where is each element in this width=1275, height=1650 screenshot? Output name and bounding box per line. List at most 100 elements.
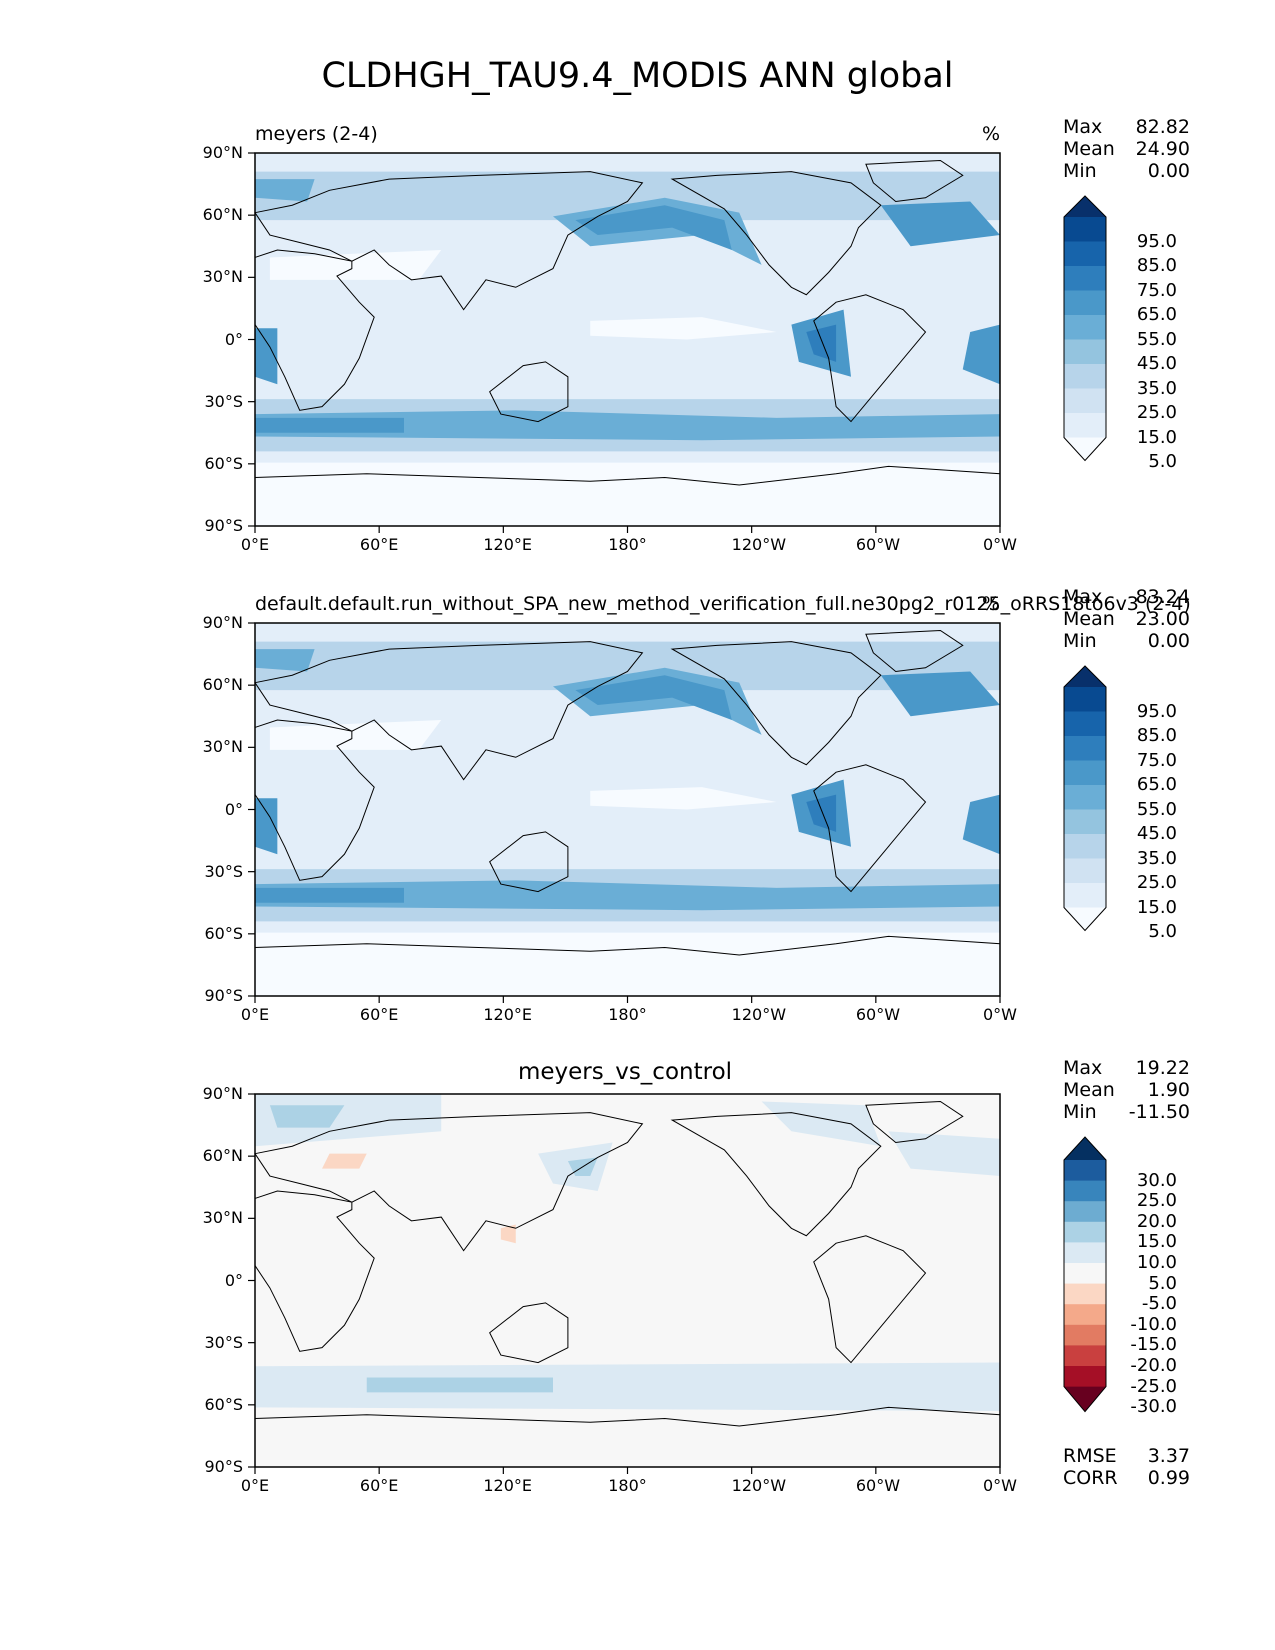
lon-tick-label: 120°E — [483, 1005, 532, 1024]
colorbar — [1063, 195, 1107, 462]
stat-value: 82.82 — [1135, 116, 1190, 138]
lon-tick-label: 180° — [608, 1005, 647, 1024]
lat-tick-label: 30°S — [204, 391, 243, 411]
stat-label: Mean — [1063, 138, 1115, 160]
lon-tick-label: 120°E — [483, 1476, 532, 1495]
colorbar-tick-label: 5.0 — [1148, 451, 1177, 472]
lat-tick-label: 60°N — [202, 675, 243, 695]
colorbar-tick-label: 25.0 — [1136, 872, 1177, 893]
colorbar-tick-label: 85.0 — [1136, 725, 1177, 746]
colorbar-tick-label: 5.0 — [1148, 1272, 1177, 1294]
figure-title: CLDHGH_TAU9.4_MODIS ANN global — [321, 56, 954, 96]
lon-tick-label: 120°W — [731, 1476, 787, 1495]
colorbar-tick-label: -15.0 — [1130, 1334, 1177, 1356]
lat-tick-label: 60°S — [204, 1394, 243, 1414]
colorbar-segment — [1064, 785, 1106, 810]
stat-value: 19.22 — [1135, 1057, 1190, 1079]
stat-label: Max — [1063, 116, 1103, 138]
lon-tick-label: 60°W — [855, 1005, 901, 1024]
coastlines — [254, 1100, 1001, 1468]
colorbar-extend-top — [1064, 196, 1106, 217]
lat-tick-label: 90°N — [202, 143, 243, 162]
panel-title-left: meyers (2-4) — [255, 123, 378, 145]
lon-tick-label: 120°W — [731, 535, 787, 554]
colorbar-segment — [1064, 1221, 1106, 1243]
lat-tick-label: 0° — [224, 329, 243, 349]
lon-tick-label: 0°E — [240, 1476, 270, 1495]
lon-tick-label: 180° — [608, 1476, 647, 1495]
lat-tick-label: 90°N — [202, 613, 243, 632]
lat-tick-label: 30°S — [204, 1332, 243, 1352]
colorbar-tick-label: 35.0 — [1136, 377, 1177, 399]
colorbar-tick-label: -30.0 — [1130, 1396, 1177, 1418]
lat-tick-label: 0° — [224, 1270, 243, 1290]
tick-marks — [248, 152, 1001, 533]
lat-tick-label: 30°N — [202, 737, 243, 757]
colorbar-tick-label: 25.0 — [1136, 1190, 1177, 1212]
colorbar-segment — [1064, 1324, 1106, 1346]
colorbar-segment — [1064, 858, 1106, 884]
colorbar-extend-bottom — [1064, 437, 1106, 461]
panel-units: % — [982, 593, 1001, 615]
colorbar — [1063, 1136, 1107, 1413]
stat-label: Max — [1063, 1057, 1103, 1079]
lat-tick-label: 90°S — [204, 1457, 243, 1476]
colorbar-extend-bottom — [1064, 1386, 1106, 1412]
stat-value: 0.00 — [1147, 630, 1190, 652]
colorbar-segment — [1064, 315, 1106, 340]
colorbar-tick-label: 5.0 — [1148, 921, 1177, 942]
lat-tick-label: 60°S — [204, 923, 243, 943]
colorbar-tick-label: 85.0 — [1136, 255, 1177, 276]
colorbar — [1063, 665, 1107, 932]
colorbar-tick-label: -20.0 — [1130, 1355, 1177, 1376]
colorbar-tick-label: 15.0 — [1136, 426, 1177, 448]
colorbar-segment — [1064, 1263, 1106, 1285]
stat-value: 83.24 — [1135, 586, 1190, 608]
colorbar-segment — [1064, 217, 1106, 242]
lat-tick-label: 60°S — [204, 453, 243, 473]
panel-title: meyers_vs_control — [517, 1059, 733, 1085]
colorbar-segment — [1064, 1160, 1106, 1182]
contour-fill — [255, 153, 1000, 526]
lat-tick-label: 90°N — [202, 1084, 243, 1103]
stat-label: Mean — [1063, 1079, 1115, 1101]
stat-label: Min — [1063, 160, 1097, 182]
colorbar-extend-top — [1064, 1137, 1106, 1160]
colorbar-tick-label: -10.0 — [1130, 1313, 1177, 1335]
contour-fill — [255, 623, 1000, 996]
tick-marks — [248, 1093, 1001, 1474]
colorbar-tick-label: 15.0 — [1136, 896, 1177, 918]
colorbar-tick-label: 35.0 — [1136, 847, 1177, 869]
map-plot — [254, 622, 1001, 997]
colorbar-segment — [1064, 1201, 1106, 1223]
colorbar-tick-label: 15.0 — [1136, 1231, 1177, 1253]
lon-tick-label: 60°E — [359, 1005, 399, 1024]
colorbar-tick-label: 55.0 — [1136, 798, 1177, 820]
colorbar-segment — [1064, 1345, 1106, 1367]
panel-units: % — [982, 123, 1001, 145]
stat-label: Mean — [1063, 608, 1115, 630]
colorbar-segment — [1064, 711, 1106, 737]
lon-tick-label: 0°W — [983, 535, 1017, 554]
colorbar-segment — [1064, 1304, 1106, 1326]
colorbar-segment — [1064, 339, 1106, 365]
colorbar-tick-label: 10.0 — [1136, 1252, 1177, 1273]
colorbar-tick-label: -5.0 — [1141, 1293, 1177, 1315]
colorbar-segment — [1064, 687, 1106, 712]
colorbar-extend-bottom — [1064, 907, 1106, 931]
colorbar-tick-label: 25.0 — [1136, 402, 1177, 423]
colorbar-segment — [1064, 760, 1106, 786]
colorbar-tick-label: 20.0 — [1136, 1210, 1177, 1232]
lon-tick-label: 180° — [608, 535, 647, 554]
lat-tick-label: 30°S — [204, 861, 243, 881]
panel-title-left: default.default.run_without_SPA_new_meth… — [255, 593, 1191, 615]
tick-marks — [248, 622, 1001, 1003]
lon-tick-label: 60°W — [855, 535, 901, 554]
colorbar-tick-label: 95.0 — [1136, 700, 1177, 722]
map-plot — [254, 152, 1001, 527]
lon-tick-label: 0°E — [240, 1005, 270, 1024]
lat-tick-label: 30°N — [202, 267, 243, 287]
metric-value: 0.99 — [1147, 1467, 1190, 1489]
stat-value: 0.00 — [1147, 160, 1190, 182]
lon-tick-label: 0°E — [240, 535, 270, 554]
